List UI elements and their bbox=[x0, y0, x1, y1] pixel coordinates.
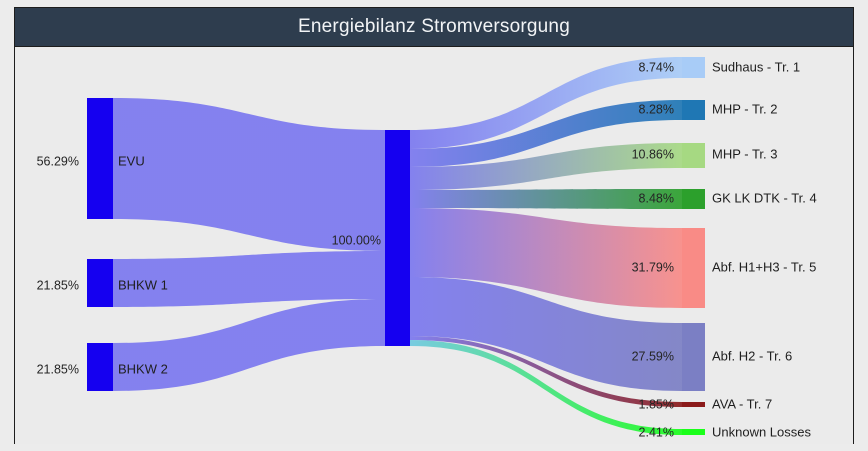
target-node-label-3: GK LK DTK - Tr. 4 bbox=[712, 190, 817, 205]
sankey-link-bus-to-tr1[interactable] bbox=[410, 57, 682, 149]
sankey-link-bus-to-tr3[interactable] bbox=[410, 143, 682, 190]
sankey-nodes-group bbox=[87, 57, 705, 435]
sankey-node-tr1[interactable] bbox=[682, 57, 705, 78]
sankey-link-bus-to-tr2[interactable] bbox=[410, 100, 682, 167]
source-value-label-2: 21.85% bbox=[37, 362, 79, 376]
sankey-node-bhkw1[interactable] bbox=[87, 259, 113, 307]
target-value-label-5: 27.59% bbox=[632, 349, 674, 363]
sankey-node-losses[interactable] bbox=[682, 429, 705, 435]
sankey-link-bus-to-tr6[interactable] bbox=[410, 277, 682, 391]
sankey-node-tr5[interactable] bbox=[682, 228, 705, 308]
source-value-label-0: 56.29% bbox=[37, 154, 79, 168]
target-value-label-7: 2.41% bbox=[639, 425, 674, 439]
sankey-node-tr3[interactable] bbox=[682, 143, 705, 168]
source-node-label-2: BHKW 2 bbox=[118, 361, 168, 376]
sankey-node-bus[interactable] bbox=[385, 130, 410, 346]
chart-title-bar: Energiebilanz Stromversorgung bbox=[15, 8, 853, 47]
source-node-label-1: BHKW 1 bbox=[118, 277, 168, 292]
target-value-label-6: 1.85% bbox=[639, 397, 674, 411]
sankey-labels-group: 56.29% EVU 21.85% BHKW 1 21.85% BHKW 2 100.00%… bbox=[37, 59, 817, 439]
target-node-label-6: AVA - Tr. 7 bbox=[712, 396, 772, 411]
chart-frame: Energiebilanz Stromversorgung 56.29% EVU 2… bbox=[14, 7, 854, 444]
target-node-label-0: Sudhaus - Tr. 1 bbox=[712, 59, 800, 74]
sankey-node-bhkw2[interactable] bbox=[87, 343, 113, 391]
sankey-node-evu[interactable] bbox=[87, 98, 113, 219]
sankey-link-bus-to-tr5[interactable] bbox=[410, 208, 682, 308]
sankey-links-group bbox=[113, 57, 682, 435]
source-node-label-0: EVU bbox=[118, 153, 145, 168]
sankey-link-bhkw1-to-bus[interactable] bbox=[113, 251, 385, 307]
target-node-label-1: MHP - Tr. 2 bbox=[712, 101, 778, 116]
sankey-node-tr4[interactable] bbox=[682, 189, 705, 209]
sankey-diagram: 56.29% EVU 21.85% BHKW 1 21.85% BHKW 2 100.00%… bbox=[37, 57, 817, 439]
target-node-label-2: MHP - Tr. 3 bbox=[712, 146, 778, 161]
target-node-label-5: Abf. H2 - Tr. 6 bbox=[712, 348, 792, 363]
target-value-label-3: 8.48% bbox=[639, 191, 674, 205]
sankey-plot-area: 56.29% EVU 21.85% BHKW 1 21.85% BHKW 2 100.00%… bbox=[15, 47, 853, 444]
sankey-node-tr6[interactable] bbox=[682, 323, 705, 391]
target-value-label-1: 8.28% bbox=[639, 102, 674, 116]
source-value-label-1: 21.85% bbox=[37, 278, 79, 292]
sankey-link-bus-to-tr7[interactable] bbox=[410, 336, 682, 407]
target-node-label-7: Unknown Losses bbox=[712, 424, 811, 439]
target-node-label-4: Abf. H1+H3 - Tr. 5 bbox=[712, 259, 816, 274]
sankey-link-bus-to-tr4[interactable] bbox=[410, 189, 682, 209]
sankey-node-tr7[interactable] bbox=[682, 402, 705, 407]
target-value-label-4: 31.79% bbox=[632, 260, 674, 274]
sankey-link-bus-to-losses[interactable] bbox=[410, 340, 682, 435]
sankey-link-evu-to-bus[interactable] bbox=[113, 98, 385, 251]
target-value-label-2: 10.86% bbox=[632, 147, 674, 161]
sankey-link-bhkw2-to-bus[interactable] bbox=[113, 299, 385, 391]
chart-title: Energiebilanz Stromversorgung bbox=[298, 16, 570, 37]
sankey-node-tr2[interactable] bbox=[682, 100, 705, 120]
total-value-label-0: 100.00% bbox=[332, 233, 381, 247]
target-value-label-0: 8.74% bbox=[639, 60, 674, 74]
